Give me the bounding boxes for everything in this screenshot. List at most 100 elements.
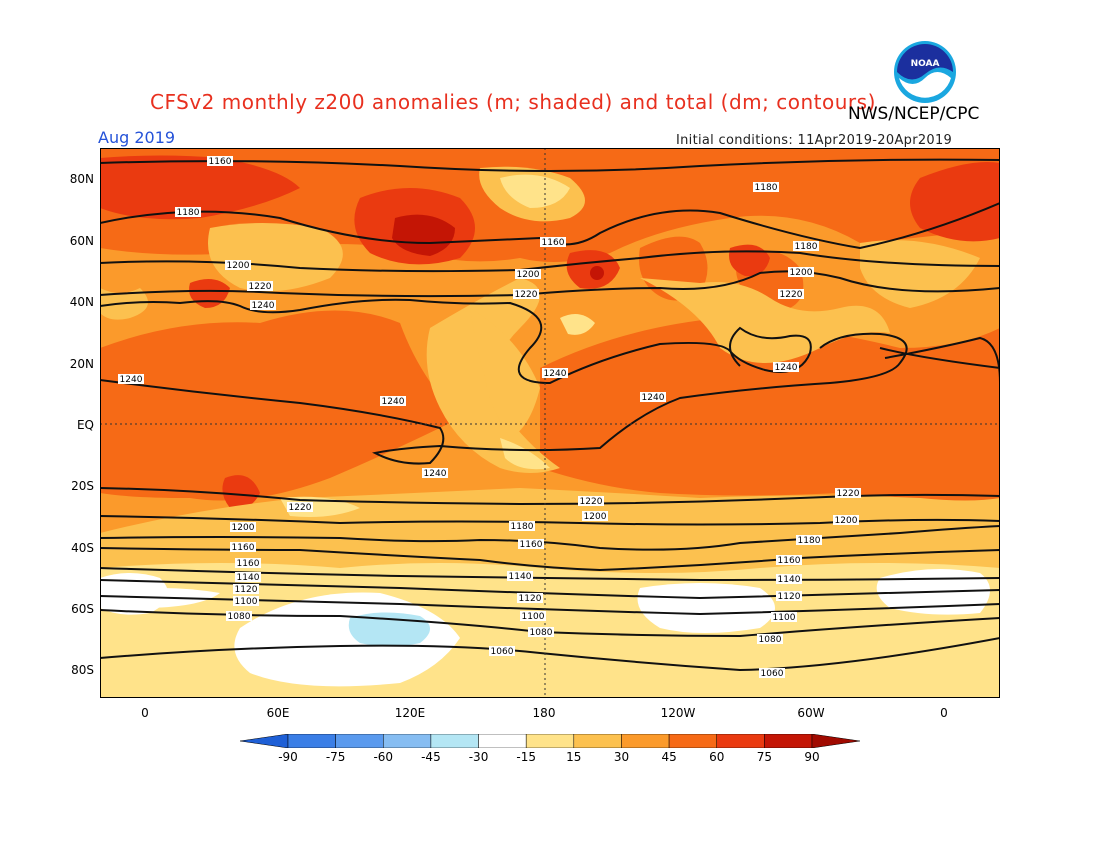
contour-label: 1080 bbox=[226, 611, 252, 622]
lat-label: 60N bbox=[69, 234, 94, 248]
svg-text:1060: 1060 bbox=[491, 647, 514, 657]
svg-text:NOAA: NOAA bbox=[911, 59, 940, 69]
svg-text:1140: 1140 bbox=[778, 575, 801, 585]
contour-label: 1220 bbox=[247, 281, 273, 292]
contour-label: 1060 bbox=[489, 646, 515, 657]
shade-60-tropics bbox=[100, 310, 460, 501]
colorbar-tick-label: -45 bbox=[421, 750, 441, 764]
svg-text:1180: 1180 bbox=[798, 536, 821, 546]
contour-label: 1100 bbox=[520, 611, 546, 622]
contour-label: 1200 bbox=[515, 269, 541, 280]
svg-text:1100: 1100 bbox=[773, 613, 796, 623]
lat-label: 20N bbox=[69, 357, 94, 371]
colorbar-tick-label: -60 bbox=[373, 750, 394, 764]
lat-label: 40N bbox=[69, 295, 94, 309]
svg-text:1160: 1160 bbox=[232, 543, 255, 553]
contour-label: 1220 bbox=[287, 502, 313, 513]
svg-text:1120: 1120 bbox=[519, 594, 542, 604]
colorbar-tick-label: 45 bbox=[661, 750, 677, 764]
contour-label: 1240 bbox=[118, 374, 144, 385]
colorbar-segment bbox=[716, 734, 765, 748]
svg-text:1220: 1220 bbox=[289, 503, 312, 513]
chart-title: CFSv2 monthly z200 anomalies (m; shaded)… bbox=[150, 90, 876, 114]
lon-label: 120W bbox=[660, 706, 696, 720]
contour-label: 1160 bbox=[207, 156, 233, 167]
noaa-logo: NOAA bbox=[894, 41, 956, 103]
colorbar-tick-label: -15 bbox=[516, 750, 536, 764]
contour-label: 1060 bbox=[759, 668, 785, 679]
contour-label: 1200 bbox=[582, 511, 608, 522]
contour-label: 1140 bbox=[776, 574, 802, 585]
colorbar-segment bbox=[573, 734, 622, 748]
contour-label: 1180 bbox=[175, 207, 201, 218]
colorbar-segment bbox=[240, 734, 289, 748]
contour-label: 1160 bbox=[230, 542, 256, 553]
svg-text:1200: 1200 bbox=[584, 512, 607, 522]
svg-text:1200: 1200 bbox=[227, 261, 250, 271]
lat-label: 20S bbox=[71, 479, 94, 493]
lon-label: 120E bbox=[394, 706, 426, 720]
lat-label: 40S bbox=[71, 541, 94, 555]
colorbar-segment bbox=[430, 734, 479, 748]
lat-label: 60S bbox=[71, 602, 94, 616]
contour-label: 1160 bbox=[540, 237, 566, 248]
colorbar-segment bbox=[668, 734, 717, 748]
lat-label: 80N bbox=[69, 172, 94, 186]
svg-text:1220: 1220 bbox=[780, 290, 803, 300]
contour-label: 1160 bbox=[518, 539, 544, 550]
colorbar-tick-label: 90 bbox=[804, 750, 820, 764]
svg-text:1240: 1240 bbox=[252, 301, 275, 311]
svg-text:1240: 1240 bbox=[544, 369, 567, 379]
contour-label: 1240 bbox=[380, 396, 406, 407]
colorbar-segment bbox=[525, 734, 575, 748]
lon-label: 60W bbox=[797, 706, 825, 720]
svg-text:1140: 1140 bbox=[237, 573, 260, 583]
lat-label: 80S bbox=[71, 663, 94, 677]
anomaly-map: 1160 1180 1160 1180 1180 1200 1200 1200 … bbox=[100, 148, 1000, 698]
colorbar-segment bbox=[811, 734, 860, 748]
svg-text:1220: 1220 bbox=[580, 497, 603, 507]
svg-text:1220: 1220 bbox=[515, 290, 538, 300]
contour-label: 1100 bbox=[233, 596, 259, 607]
svg-text:1100: 1100 bbox=[235, 597, 258, 607]
contour-label: 1240 bbox=[250, 300, 276, 311]
svg-text:1220: 1220 bbox=[837, 489, 860, 499]
svg-text:1240: 1240 bbox=[120, 375, 143, 385]
svg-text:1140: 1140 bbox=[509, 572, 532, 582]
contour-label: 1220 bbox=[578, 496, 604, 507]
colorbar-tick-label: 60 bbox=[709, 750, 725, 764]
svg-text:1060: 1060 bbox=[761, 669, 784, 679]
colorbar-segment bbox=[764, 734, 813, 748]
contour-label: 1140 bbox=[507, 571, 533, 582]
contour-label: 1220 bbox=[513, 289, 539, 300]
contour-label: 1120 bbox=[776, 591, 802, 602]
contour-label: 1180 bbox=[796, 535, 822, 546]
lon-label: 180 bbox=[532, 706, 556, 720]
lon-label: 0 bbox=[141, 706, 149, 720]
colorbar-tick-label: 75 bbox=[756, 750, 772, 764]
contour-label: 1080 bbox=[757, 634, 783, 645]
svg-text:1180: 1180 bbox=[511, 522, 534, 532]
valid-month-label: Aug 2019 bbox=[98, 128, 176, 147]
svg-text:1240: 1240 bbox=[775, 363, 798, 373]
lon-label: 0 bbox=[940, 706, 948, 720]
initial-conditions-label: Initial conditions: 11Apr2019-20Apr2019 bbox=[676, 133, 953, 148]
contour-label: 1100 bbox=[771, 612, 797, 623]
contour-label: 1200 bbox=[788, 267, 814, 278]
colorbar-segment bbox=[287, 734, 336, 748]
lat-label: EQ bbox=[76, 418, 94, 432]
colorbar-tick-label: -30 bbox=[468, 750, 489, 764]
svg-text:1240: 1240 bbox=[382, 397, 405, 407]
colorbar-segment bbox=[335, 734, 384, 748]
svg-text:1200: 1200 bbox=[232, 523, 255, 533]
contour-label: 1200 bbox=[833, 515, 859, 526]
svg-text:1160: 1160 bbox=[520, 540, 543, 550]
contour-label: 1180 bbox=[509, 521, 535, 532]
svg-text:1160: 1160 bbox=[209, 157, 232, 167]
svg-text:1160: 1160 bbox=[778, 556, 801, 566]
contour-label: 1160 bbox=[235, 558, 261, 569]
colorbar-tick-label: -75 bbox=[325, 750, 346, 764]
svg-text:1160: 1160 bbox=[542, 238, 565, 248]
colorbar-tick-label: 15 bbox=[566, 750, 582, 764]
svg-text:1240: 1240 bbox=[424, 469, 447, 479]
